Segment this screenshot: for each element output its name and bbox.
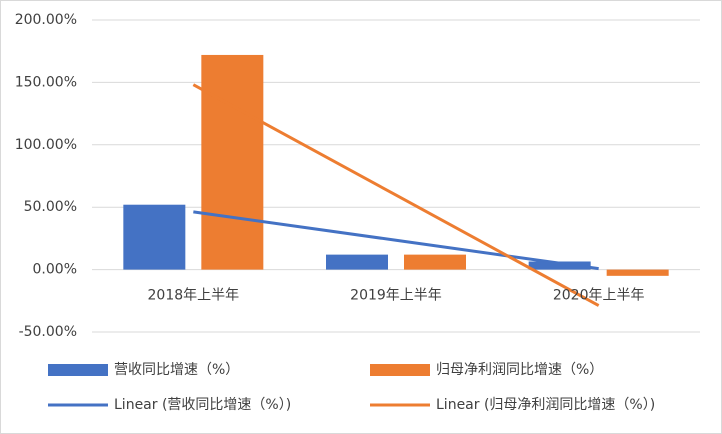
bar	[123, 204, 186, 270]
legend-label: 营收同比增速（%）	[114, 362, 239, 378]
legend-label: Linear (营收同比增速（%）)	[114, 397, 291, 413]
y-tick-label: 50.00%	[24, 199, 77, 215]
x-tick-label: 2020年上半年	[553, 288, 645, 304]
y-tick-label: -50.00%	[19, 324, 77, 340]
y-tick-label: 200.00%	[15, 12, 77, 28]
bar	[201, 54, 264, 270]
x-tick-label: 2019年上半年	[350, 288, 442, 304]
legend-label: 归母净利润同比增速（%）	[436, 361, 603, 378]
trend-line	[192, 83, 600, 307]
bar	[606, 269, 669, 276]
y-tick-label: 0.00%	[33, 262, 77, 278]
bar	[326, 254, 388, 270]
legend-swatch	[48, 364, 108, 376]
bar	[404, 254, 466, 270]
y-tick-label: 150.00%	[15, 74, 77, 90]
y-tick-label: 100.00%	[15, 137, 77, 153]
bar	[528, 261, 591, 270]
x-tick-label: 2018年上半年	[148, 288, 240, 304]
legend-swatch	[370, 364, 430, 376]
trend-line	[193, 210, 599, 271]
legend-label: Linear (归母净利润同比增速（%）)	[436, 396, 655, 413]
